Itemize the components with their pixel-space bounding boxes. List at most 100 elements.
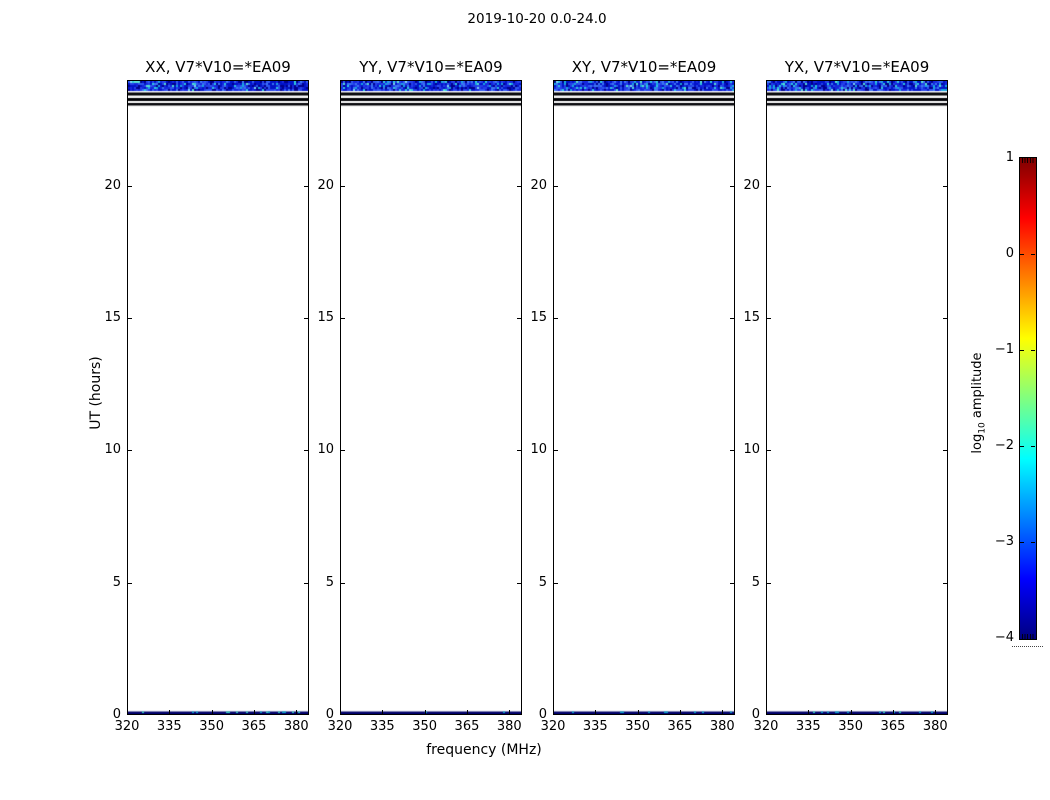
x-tick-label: 380 <box>922 719 948 734</box>
x-tick-label: 365 <box>454 719 480 734</box>
colorbar-tick-label: −2 <box>994 437 1014 453</box>
x-tick-mark <box>211 710 213 714</box>
y-tick-mark <box>730 185 734 187</box>
y-tick-label: 20 <box>743 177 760 193</box>
x-tick-label: 335 <box>582 719 608 734</box>
y-tick-label: 0 <box>325 707 334 722</box>
colorbar-tick-mark <box>1020 445 1024 447</box>
y-tick-label: 15 <box>530 310 547 326</box>
y-tick-mark <box>767 185 771 187</box>
x-tick-label: 365 <box>880 719 906 734</box>
colorbar-top-comb-marks <box>1022 158 1034 163</box>
x-tick-label: 320 <box>753 719 779 734</box>
y-axis-label: UT (hours) <box>88 356 104 430</box>
spectrogram-data-YX <box>767 81 947 714</box>
colorbar-tick-mark <box>1020 349 1024 351</box>
y-tick-mark <box>767 450 771 452</box>
y-tick-label: 20 <box>317 177 334 193</box>
x-tick-label: 380 <box>709 719 735 734</box>
x-tick-label: 320 <box>114 719 140 734</box>
x-tick-label: 335 <box>156 719 182 734</box>
x-tick-label: 350 <box>838 719 864 734</box>
y-tick-mark <box>128 450 132 452</box>
x-tick-mark <box>127 710 128 714</box>
y-tick-mark <box>943 185 947 187</box>
y-tick-mark <box>943 318 947 320</box>
y-tick-mark <box>304 185 308 187</box>
y-tick-label: 5 <box>538 574 547 590</box>
x-tick-mark <box>850 710 852 714</box>
colorbar-tick-mark <box>1031 349 1035 351</box>
colorbar-label-suffix: amplitude <box>970 352 985 423</box>
x-tick-mark <box>935 710 937 714</box>
y-tick-mark <box>554 450 558 452</box>
y-tick-mark <box>128 582 132 584</box>
panel-frame-XY <box>553 80 735 715</box>
colorbar-dotted-edge <box>1012 646 1043 647</box>
x-tick-label: 335 <box>369 719 395 734</box>
y-tick-label: 10 <box>530 442 547 458</box>
x-tick-mark <box>595 710 597 714</box>
y-tick-mark <box>304 582 308 584</box>
y-tick-mark <box>943 450 947 452</box>
figure-title: 2019-10-20 0.0-24.0 <box>467 11 607 27</box>
colorbar <box>1019 157 1037 640</box>
x-tick-label: 350 <box>625 719 651 734</box>
y-tick-mark <box>128 185 132 187</box>
x-tick-label: 335 <box>795 719 821 734</box>
y-tick-mark <box>341 185 345 187</box>
y-tick-label: 10 <box>317 442 334 458</box>
y-tick-mark <box>128 318 132 320</box>
x-tick-label: 320 <box>327 719 353 734</box>
x-tick-mark <box>892 710 894 714</box>
x-tick-mark <box>424 710 426 714</box>
x-tick-mark <box>169 710 171 714</box>
x-tick-label: 380 <box>283 719 309 734</box>
x-tick-mark <box>808 710 810 714</box>
x-tick-mark <box>509 710 511 714</box>
y-tick-mark <box>517 318 521 320</box>
x-tick-mark <box>340 710 341 714</box>
colorbar-bottom-comb-marks <box>1022 634 1034 639</box>
x-tick-mark <box>296 710 298 714</box>
colorbar-tick-mark <box>1031 253 1035 255</box>
y-tick-label: 0 <box>112 707 121 722</box>
colorbar-tick-mark <box>1031 541 1035 543</box>
colorbar-tick-label: −1 <box>994 341 1014 357</box>
y-tick-mark <box>730 318 734 320</box>
spectrogram-data-XY <box>554 81 734 714</box>
y-tick-mark <box>767 318 771 320</box>
y-tick-mark <box>554 185 558 187</box>
y-tick-mark <box>554 318 558 320</box>
colorbar-label: log10 amplitude <box>970 343 988 463</box>
y-tick-mark <box>730 450 734 452</box>
y-tick-label: 15 <box>104 310 121 326</box>
y-tick-mark <box>341 450 345 452</box>
x-axis-label: frequency (MHz) <box>426 742 542 758</box>
colorbar-label-subscript: 10 <box>977 422 988 434</box>
colorbar-tick-label: 0 <box>1005 245 1014 261</box>
x-tick-label: 380 <box>496 719 522 734</box>
y-tick-mark <box>767 582 771 584</box>
y-tick-mark <box>943 582 947 584</box>
colorbar-tick-label: −4 <box>994 630 1014 645</box>
y-tick-mark <box>517 185 521 187</box>
x-tick-mark <box>253 710 255 714</box>
x-tick-mark <box>382 710 384 714</box>
y-tick-label: 5 <box>325 574 334 590</box>
y-tick-mark <box>304 450 308 452</box>
x-tick-mark <box>553 710 554 714</box>
y-tick-mark <box>304 318 308 320</box>
y-tick-mark <box>730 582 734 584</box>
y-tick-label: 5 <box>751 574 760 590</box>
x-tick-mark <box>637 710 639 714</box>
y-tick-label: 0 <box>751 707 760 722</box>
panel-title-YY: YY, V7*V10=*EA09 <box>359 58 503 76</box>
y-tick-label: 10 <box>743 442 760 458</box>
panel-frame-YX <box>766 80 948 715</box>
x-tick-mark <box>722 710 724 714</box>
x-tick-label: 350 <box>412 719 438 734</box>
x-tick-label: 365 <box>667 719 693 734</box>
colorbar-tick-label: −3 <box>994 533 1014 549</box>
